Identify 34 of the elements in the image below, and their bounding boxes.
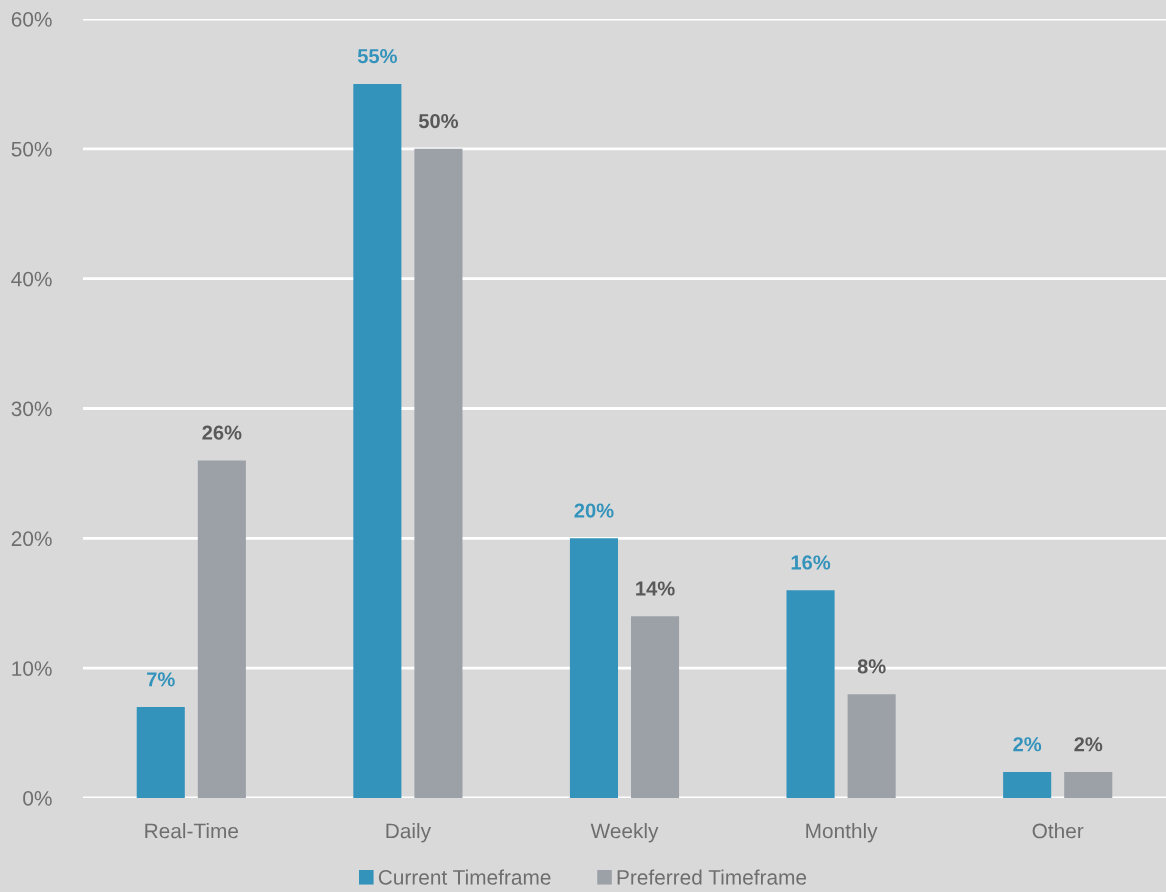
y-tick-label: 10% [12,661,52,676]
bar [1064,772,1113,798]
data-label: 55% [357,49,397,64]
x-tick-label: Daily [386,823,432,843]
data-label: 14% [636,581,675,596]
data-label: 20% [574,503,614,518]
y-tick-label: 60% [11,12,52,27]
y-tick-label: 40% [11,271,52,287]
y-tick-label: 50% [11,141,52,157]
data-label: 26% [202,425,242,440]
bar [786,590,835,798]
data-label: 2% [1013,737,1042,752]
bar [631,616,680,798]
bar [1003,772,1052,798]
bar [197,460,246,798]
data-label: 7% [147,672,175,687]
x-tick-label: Monthly [806,823,878,843]
data-label: 2% [1074,737,1103,752]
bar [414,148,463,798]
y-tick-label: 20% [11,531,52,547]
y-tick-label: 0% [23,791,52,806]
data-label: 8% [857,659,886,674]
legend-label: Current Timeframe [378,869,551,885]
data-label: 16% [791,555,831,570]
x-tick-label: Other [1032,823,1084,839]
bar [847,694,896,798]
bar [353,83,402,798]
x-tick-label: Real-Time [145,823,239,839]
bar [569,538,618,798]
legend-label: Preferred Timeframe [617,869,807,885]
y-tick-label: 30% [11,401,52,417]
bar [136,707,185,798]
x-tick-label: Weekly [590,823,659,843]
data-label: 50% [418,113,459,129]
